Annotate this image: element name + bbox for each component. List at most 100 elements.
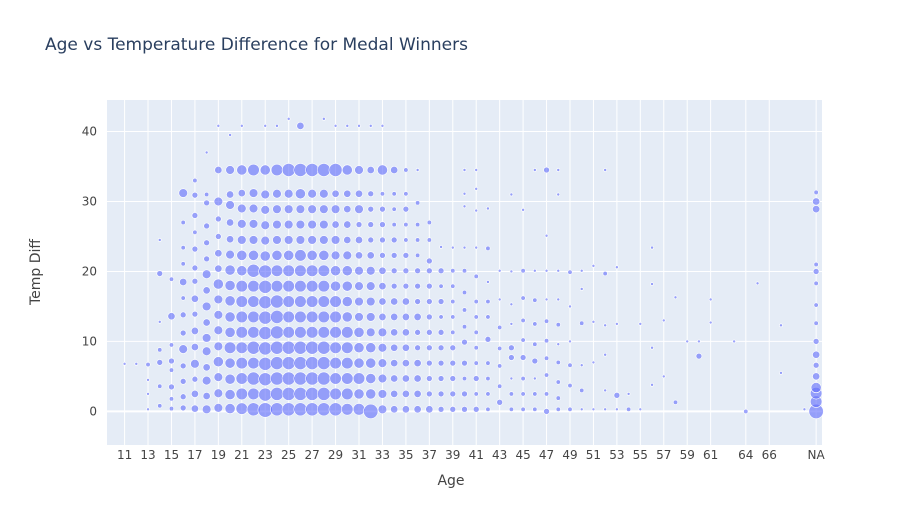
scatter-point[interactable] [270,371,284,386]
scatter-point[interactable] [354,204,364,214]
scatter-point[interactable] [282,295,295,308]
scatter-point[interactable] [180,245,186,251]
scatter-point[interactable] [179,393,187,400]
scatter-point[interactable] [191,212,199,219]
scatter-point[interactable] [235,402,248,415]
scatter-point[interactable] [426,313,433,321]
scatter-point[interactable] [156,270,164,277]
scatter-point[interactable] [377,358,388,368]
scatter-point[interactable] [509,269,514,274]
scatter-point[interactable] [235,372,248,385]
scatter-point[interactable] [650,245,654,250]
scatter-point[interactable] [509,322,514,326]
scatter-point[interactable] [341,403,354,416]
scatter-point[interactable] [366,266,376,276]
scatter-point[interactable] [533,376,537,381]
scatter-point[interactable] [355,251,363,260]
scatter-point[interactable] [235,295,248,308]
scatter-point[interactable] [437,344,445,351]
scatter-point[interactable] [812,268,820,275]
scatter-point[interactable] [191,310,199,318]
scatter-point[interactable] [379,205,386,213]
scatter-point[interactable] [328,163,343,177]
scatter-point[interactable] [246,263,261,278]
scatter-point[interactable] [462,168,467,172]
scatter-point[interactable] [281,356,296,370]
scatter-point[interactable] [544,372,550,378]
scatter-point[interactable] [437,298,445,305]
scatter-point[interactable] [426,219,432,226]
scatter-point[interactable] [341,311,353,323]
scatter-point[interactable] [603,388,607,393]
scatter-point[interactable] [626,392,631,396]
scatter-point[interactable] [415,200,421,206]
scatter-point[interactable] [247,295,260,308]
scatter-point[interactable] [426,375,433,382]
scatter-point[interactable] [391,206,397,212]
scatter-point[interactable] [270,280,284,293]
scatter-point[interactable] [367,190,374,198]
scatter-point[interactable] [473,345,479,351]
scatter-point[interactable] [201,375,212,386]
scatter-point[interactable] [341,280,353,292]
scatter-point[interactable] [697,339,701,344]
scatter-point[interactable] [615,322,619,326]
scatter-point[interactable] [415,237,421,243]
scatter-point[interactable] [521,208,525,212]
scatter-point[interactable] [365,388,377,400]
scatter-point[interactable] [272,219,282,230]
scatter-point[interactable] [341,164,353,176]
scatter-point[interactable] [355,221,363,228]
scatter-point[interactable] [355,235,363,244]
scatter-point[interactable] [520,268,526,274]
scatter-point[interactable] [378,297,387,306]
scatter-point[interactable] [401,312,410,321]
scatter-point[interactable] [157,383,163,389]
scatter-point[interactable] [485,391,491,397]
scatter-point[interactable] [544,233,549,238]
scatter-point[interactable] [556,268,561,273]
scatter-point[interactable] [363,403,379,419]
scatter-point[interactable] [354,165,364,175]
scatter-point[interactable] [813,302,819,308]
scatter-point[interactable] [474,245,479,250]
scatter-point[interactable] [485,299,491,305]
scatter-point[interactable] [248,219,259,229]
scatter-point[interactable] [272,189,282,199]
scatter-point[interactable] [413,405,422,414]
scatter-point[interactable] [377,164,388,176]
scatter-point[interactable] [486,206,490,211]
scatter-point[interactable] [330,204,341,214]
scatter-point[interactable] [378,282,387,291]
scatter-point[interactable] [328,402,343,417]
scatter-point[interactable] [508,391,514,397]
scatter-point[interactable] [415,168,420,172]
scatter-point[interactable] [472,406,480,413]
scatter-point[interactable] [437,359,445,367]
scatter-point[interactable] [341,326,354,339]
scatter-point[interactable] [212,278,224,290]
scatter-point[interactable] [246,340,261,355]
scatter-point[interactable] [333,124,338,128]
scatter-point[interactable] [555,395,561,401]
scatter-point[interactable] [685,339,690,344]
scatter-point[interactable] [191,375,199,383]
scatter-point[interactable] [743,408,749,414]
scatter-point[interactable] [461,375,468,382]
scatter-point[interactable] [168,367,175,373]
scatter-point[interactable] [330,265,341,277]
scatter-point[interactable] [224,403,236,415]
scatter-point[interactable] [544,268,549,273]
scatter-point[interactable] [484,336,492,343]
scatter-point[interactable] [330,280,341,292]
scatter-point[interactable] [485,314,491,320]
scatter-point[interactable] [413,389,422,398]
scatter-point[interactable] [329,356,342,370]
scatter-point[interactable] [414,282,421,290]
scatter-point[interactable] [236,265,248,277]
scatter-point[interactable] [226,235,235,244]
scatter-point[interactable] [366,296,376,307]
scatter-point[interactable] [294,188,306,200]
scatter-point[interactable] [203,222,210,230]
scatter-point[interactable] [293,371,308,386]
